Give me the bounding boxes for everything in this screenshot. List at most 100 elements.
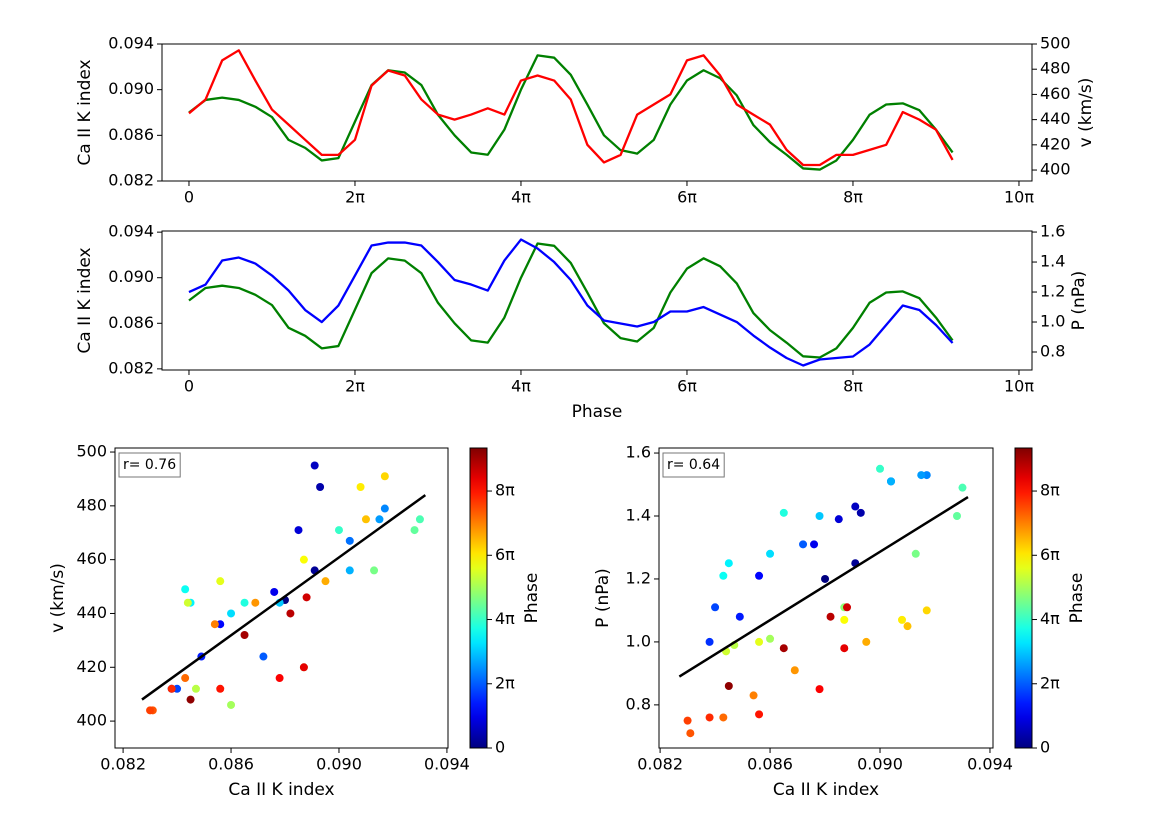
fit-line xyxy=(678,496,969,678)
scatter-point xyxy=(227,609,236,618)
fit-line xyxy=(141,494,427,701)
colorbar xyxy=(469,447,488,749)
y2-tick-label: 400 xyxy=(1040,160,1071,179)
data-line xyxy=(188,238,954,367)
scatter-point xyxy=(216,684,225,693)
x-tick-label: 0.086 xyxy=(747,755,793,774)
y-tick-label: 440 xyxy=(76,603,107,622)
y-tick-label: 0.090 xyxy=(108,79,154,98)
scatter-point xyxy=(302,593,311,602)
scatter-point xyxy=(705,713,714,722)
x-tick-label: 0 xyxy=(184,377,194,396)
colorbar-tick-label: 4π xyxy=(1040,609,1060,628)
scatter-point xyxy=(724,559,733,568)
scatter-point xyxy=(415,515,424,524)
colorbar-tick-label: 4π xyxy=(495,609,515,628)
x-tick-label: 0 xyxy=(184,188,194,207)
scatter-point xyxy=(191,684,200,693)
x-tick-label: 0.094 xyxy=(424,755,470,774)
x-tick-label: 8π xyxy=(843,377,863,396)
scatter-point xyxy=(380,472,389,481)
x-tick-label: 0.082 xyxy=(637,755,683,774)
colorbar-tick-label: 8π xyxy=(1040,481,1060,500)
scatter-point xyxy=(227,700,236,709)
y2-tick-label: 500 xyxy=(1040,34,1071,53)
scatter-point xyxy=(299,555,308,564)
y2-tick-label: 1.4 xyxy=(1040,252,1065,271)
data-line xyxy=(188,54,954,171)
y2-axis-label: v (km/s) xyxy=(1076,78,1096,148)
scatter-point xyxy=(840,615,849,624)
x-tick-label: 6π xyxy=(677,188,697,207)
annotation-box xyxy=(118,452,181,478)
axes-frame xyxy=(658,447,994,749)
y-tick-label: 1.4 xyxy=(626,505,651,524)
y-tick-label: 1.2 xyxy=(626,568,651,587)
scatter-point xyxy=(958,483,967,492)
scatter-point xyxy=(719,713,728,722)
scatter-point xyxy=(779,508,788,517)
scatter-point xyxy=(410,526,419,535)
scatter-point xyxy=(779,644,788,653)
scatter-point xyxy=(843,603,852,612)
y2-tick-label: 460 xyxy=(1040,84,1071,103)
plot-area xyxy=(188,49,954,171)
scatter-point xyxy=(275,674,284,683)
data-line xyxy=(188,242,954,359)
y-tick-label: 0.086 xyxy=(108,125,154,144)
y-tick-label: 400 xyxy=(76,711,107,730)
scatter-point xyxy=(216,577,225,586)
scatter-point xyxy=(887,477,896,486)
y-axis-label: v (km/s) xyxy=(48,563,68,633)
scatter-point xyxy=(167,684,176,693)
scatter-point xyxy=(380,504,389,513)
axes-frame xyxy=(161,43,1033,182)
y2-tick-label: 1.2 xyxy=(1040,282,1065,301)
x-axis-label: Phase xyxy=(572,402,623,422)
scatter-point xyxy=(321,577,330,586)
x-tick-label: 2π xyxy=(345,188,365,207)
colorbar-tick-label: 6π xyxy=(1040,545,1060,564)
scatter-point xyxy=(755,710,764,719)
annotation-box xyxy=(662,452,725,478)
x-tick-label: 6π xyxy=(677,377,697,396)
scatter-point xyxy=(316,483,325,492)
y-tick-label: 0.082 xyxy=(108,358,154,377)
colorbar-tick-label: 0 xyxy=(1040,738,1050,757)
scatter-point xyxy=(356,483,365,492)
annotation: r= 0.64 xyxy=(667,457,720,473)
scatter-point xyxy=(755,571,764,580)
scatter-point xyxy=(790,666,799,675)
scatter-point xyxy=(240,630,249,639)
y2-tick-label: 480 xyxy=(1040,59,1071,78)
scatter-point xyxy=(922,471,931,480)
scatter-point xyxy=(922,606,931,615)
x-tick-label: 4π xyxy=(511,188,531,207)
x-tick-label: 10π xyxy=(1004,188,1034,207)
axes-frame xyxy=(161,230,1033,371)
data-line xyxy=(188,49,954,167)
scatter-point xyxy=(952,511,961,520)
scatter-point xyxy=(186,695,195,704)
y2-tick-label: 0.8 xyxy=(1040,342,1065,361)
colorbar-tick-label: 0 xyxy=(495,738,505,757)
scatter-point xyxy=(370,566,379,575)
scatter-point xyxy=(834,515,843,524)
y-tick-label: 0.086 xyxy=(108,313,154,332)
scatter-point xyxy=(210,620,219,629)
scatter-point xyxy=(799,540,808,549)
scatter-point xyxy=(334,526,343,535)
x-tick-label: 10π xyxy=(1004,377,1034,396)
scatter-point xyxy=(683,716,692,725)
scatter-point xyxy=(294,526,303,535)
scatter-point xyxy=(876,464,885,473)
scatter-point xyxy=(259,652,268,661)
y-tick-label: 420 xyxy=(76,657,107,676)
scatter-point xyxy=(345,536,354,545)
x-tick-label: 0.086 xyxy=(208,755,254,774)
x-tick-label: 0.094 xyxy=(967,755,1013,774)
plot-area xyxy=(141,461,427,715)
colorbar-label: Phase xyxy=(1067,573,1087,624)
scatter-point xyxy=(826,612,835,621)
